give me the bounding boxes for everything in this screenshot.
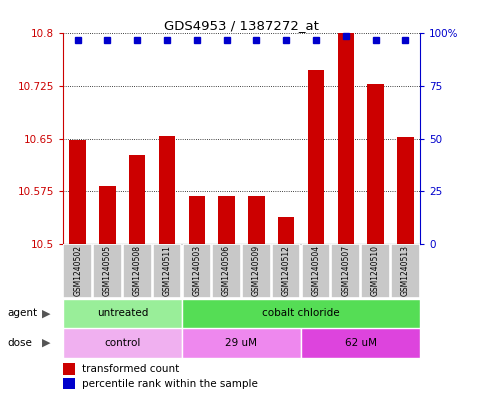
Bar <box>63 378 75 389</box>
Bar <box>99 186 115 244</box>
Bar <box>129 155 145 244</box>
FancyBboxPatch shape <box>63 244 92 298</box>
FancyBboxPatch shape <box>242 244 270 298</box>
Text: 62 uM: 62 uM <box>345 338 377 348</box>
Text: transformed count: transformed count <box>83 364 180 374</box>
Bar <box>218 196 235 244</box>
Bar <box>189 196 205 244</box>
Text: dose: dose <box>7 338 32 348</box>
Bar <box>397 137 413 244</box>
Bar <box>63 299 182 328</box>
FancyBboxPatch shape <box>153 244 181 298</box>
Bar <box>182 299 420 328</box>
Text: GSM1240506: GSM1240506 <box>222 244 231 296</box>
Text: GSM1240503: GSM1240503 <box>192 244 201 296</box>
FancyBboxPatch shape <box>123 244 152 298</box>
Bar <box>308 70 324 244</box>
Text: GSM1240512: GSM1240512 <box>282 244 291 296</box>
Bar <box>159 136 175 244</box>
Text: cobalt chloride: cobalt chloride <box>262 309 340 318</box>
Text: GSM1240511: GSM1240511 <box>163 244 171 296</box>
Bar <box>182 328 301 358</box>
Text: GSM1240513: GSM1240513 <box>401 244 410 296</box>
Text: ▶: ▶ <box>42 338 50 348</box>
FancyBboxPatch shape <box>213 244 241 298</box>
Text: GSM1240509: GSM1240509 <box>252 244 261 296</box>
Text: 29 uM: 29 uM <box>226 338 257 348</box>
Text: GSM1240505: GSM1240505 <box>103 244 112 296</box>
Text: percentile rank within the sample: percentile rank within the sample <box>83 379 258 389</box>
Text: untreated: untreated <box>97 309 148 318</box>
FancyBboxPatch shape <box>361 244 390 298</box>
Bar <box>248 196 265 244</box>
Text: GSM1240502: GSM1240502 <box>73 244 82 296</box>
Bar <box>368 84 384 244</box>
Text: ▶: ▶ <box>42 308 50 318</box>
Bar <box>278 217 294 244</box>
Bar <box>63 328 182 358</box>
Bar <box>301 328 420 358</box>
Bar <box>338 33 354 244</box>
Bar <box>63 363 75 375</box>
Text: GSM1240510: GSM1240510 <box>371 244 380 296</box>
FancyBboxPatch shape <box>93 244 122 298</box>
FancyBboxPatch shape <box>183 244 211 298</box>
Bar <box>70 140 86 244</box>
FancyBboxPatch shape <box>272 244 300 298</box>
Title: GDS4953 / 1387272_at: GDS4953 / 1387272_at <box>164 19 319 32</box>
Text: GSM1240504: GSM1240504 <box>312 244 320 296</box>
FancyBboxPatch shape <box>302 244 330 298</box>
FancyBboxPatch shape <box>331 244 360 298</box>
Text: GSM1240507: GSM1240507 <box>341 244 350 296</box>
Text: agent: agent <box>7 308 37 318</box>
Text: GSM1240508: GSM1240508 <box>133 244 142 296</box>
FancyBboxPatch shape <box>391 244 420 298</box>
Text: control: control <box>104 338 141 348</box>
